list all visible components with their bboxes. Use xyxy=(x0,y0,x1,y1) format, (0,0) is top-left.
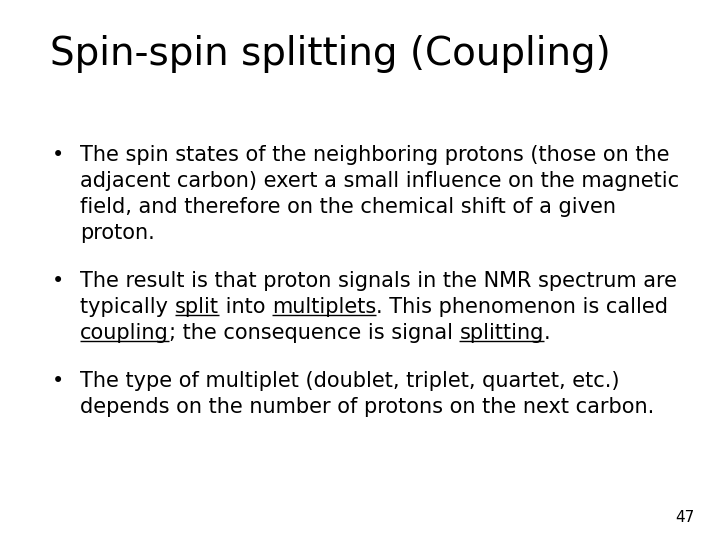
Text: The result is that proton signals in the NMR spectrum are: The result is that proton signals in the… xyxy=(80,271,677,291)
Text: adjacent carbon) exert a small influence on the magnetic: adjacent carbon) exert a small influence… xyxy=(80,171,679,191)
Text: •: • xyxy=(52,371,64,391)
Text: split: split xyxy=(175,297,219,317)
Text: splitting: splitting xyxy=(459,323,544,343)
Text: field, and therefore on the chemical shift of a given: field, and therefore on the chemical shi… xyxy=(80,197,616,217)
Text: . This phenomenon is called: . This phenomenon is called xyxy=(376,297,668,317)
Text: depends on the number of protons on the next carbon.: depends on the number of protons on the … xyxy=(80,397,654,417)
Text: coupling: coupling xyxy=(80,323,168,343)
Text: ; the consequence is signal: ; the consequence is signal xyxy=(168,323,459,343)
Text: •: • xyxy=(52,145,64,165)
Text: The type of multiplet (doublet, triplet, quartet, etc.): The type of multiplet (doublet, triplet,… xyxy=(80,371,619,391)
Text: typically: typically xyxy=(80,297,175,317)
Text: proton.: proton. xyxy=(80,223,155,243)
Text: multiplets: multiplets xyxy=(271,297,376,317)
Text: 47: 47 xyxy=(676,510,695,525)
Text: .: . xyxy=(544,323,550,343)
Text: •: • xyxy=(52,271,64,291)
Text: The spin states of the neighboring protons (those on the: The spin states of the neighboring proto… xyxy=(80,145,670,165)
Text: into: into xyxy=(219,297,271,317)
Text: Spin-spin splitting (Coupling): Spin-spin splitting (Coupling) xyxy=(50,35,611,73)
